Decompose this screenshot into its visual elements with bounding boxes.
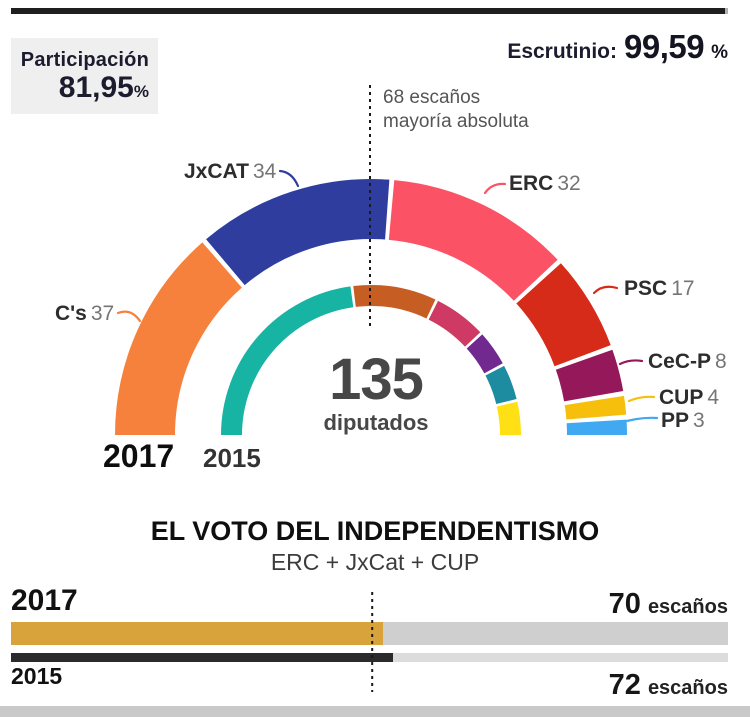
segment-CeC-P <box>555 349 624 402</box>
participation-label: Participación <box>20 48 149 71</box>
inner-ring-year-label: 2015 <box>203 443 261 473</box>
scrutiny-label: Escrutinio: <box>507 40 617 63</box>
scrutiny-progress-fill <box>11 8 726 14</box>
scrutiny-progress-bar <box>11 8 728 14</box>
party-label-jxcat: JxCAT 34 <box>184 160 277 183</box>
connector-erc <box>483 182 507 195</box>
majority-line2: mayoría absoluta <box>383 111 529 133</box>
segment-C's <box>115 242 243 436</box>
bar-value-2017: 70 escaños <box>609 588 728 621</box>
footer-strip <box>0 706 750 717</box>
party-label-pp: PP 3 <box>661 409 705 432</box>
party-label-psc: PSC 17 <box>624 277 695 300</box>
participation-value: 81,95% <box>59 72 149 104</box>
bar-fill-2017 <box>11 622 383 645</box>
scrutiny-value: 99,59 <box>624 28 705 65</box>
segment-CUP <box>564 395 627 420</box>
bar-value-2017-number: 70 <box>608 588 641 620</box>
bar-fill-2015 <box>11 653 394 662</box>
party-label-cecp: CeC-P 8 <box>648 350 727 373</box>
connector-jxcat <box>278 169 300 188</box>
total-seats: 135 diputados <box>300 347 452 436</box>
outer-ring-year-label: 2017 <box>103 438 175 474</box>
bar-value-2017-unit: escaños <box>647 596 728 618</box>
participation-number: 81,95 <box>58 70 134 104</box>
segment-PSC <box>515 263 611 367</box>
bar-track-2017 <box>11 622 728 645</box>
segment-JxCAT <box>206 179 390 286</box>
party-label-erc: ERC 32 <box>509 172 581 195</box>
connector-cs <box>116 310 142 323</box>
segment-arcs-inner-5 <box>496 401 521 436</box>
party-label-cs: C's 37 <box>55 302 115 325</box>
bar-chart-subtitle: ERC + JxCat + CUP <box>270 549 480 575</box>
connector-cup <box>627 395 656 403</box>
bar-row-label-2015: 2015 <box>11 663 63 689</box>
segment-arcs-inner-2 <box>428 300 481 347</box>
scrutiny-readout: Escrutinio: 99,59 % <box>507 28 728 66</box>
segment-arcs-inner-4 <box>485 365 517 405</box>
scrutiny-percent-sign: % <box>711 42 728 63</box>
segment-arcs-inner-3 <box>466 334 503 374</box>
connector-pp <box>625 416 659 423</box>
majority-line1: 68 escaños <box>383 87 481 108</box>
bar-chart-title: EL VOTO DEL INDEPENDENTISMO <box>150 516 600 546</box>
segment-arcs-inner-1 <box>353 285 436 319</box>
bar-track-2015 <box>11 653 728 662</box>
connector-psc <box>592 285 619 295</box>
total-seats-number: 135 <box>329 347 424 412</box>
majority-annotation: 68 escaños mayoría absoluta <box>383 86 529 135</box>
segment-ERC <box>388 180 558 302</box>
connector-cecp <box>618 359 644 366</box>
bar-value-2015-unit: escaños <box>647 677 728 699</box>
bar-value-2015: 72 escaños <box>609 669 728 702</box>
participation-percent-sign: % <box>133 81 149 101</box>
party-label-cup: CUP 4 <box>659 386 720 409</box>
total-seats-unit: diputados <box>323 410 429 436</box>
bar-value-2015-number: 72 <box>608 669 641 701</box>
bar-row-label-2017: 2017 <box>11 584 78 617</box>
participation-box: Participación 81,95% <box>11 38 158 114</box>
